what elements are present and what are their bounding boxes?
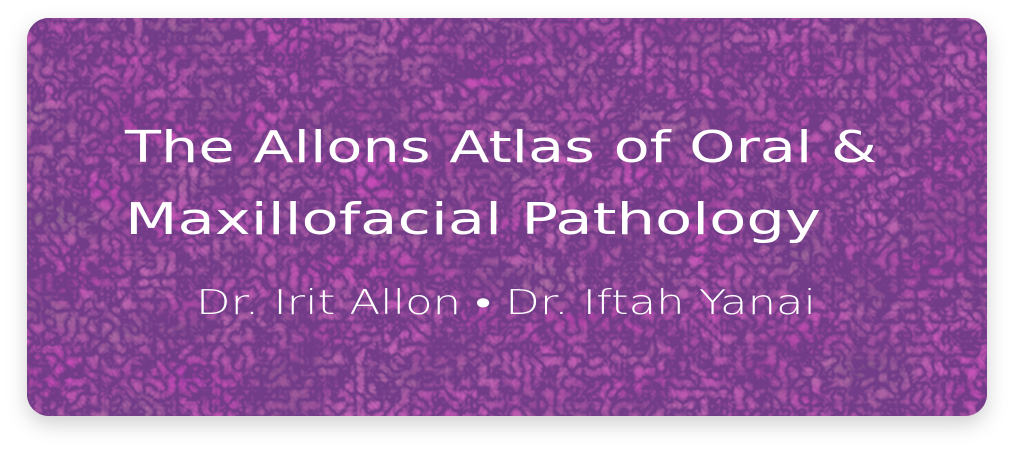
title-line: Maxillofacial Pathology [125,194,821,245]
title-line: The Allons Atlas of Oral & [124,122,877,173]
authors: Dr. Irit Allon • Dr. Iftah Yanai [196,283,816,323]
overlay [27,18,987,416]
card-image [27,18,987,416]
histology-texture [27,18,987,416]
